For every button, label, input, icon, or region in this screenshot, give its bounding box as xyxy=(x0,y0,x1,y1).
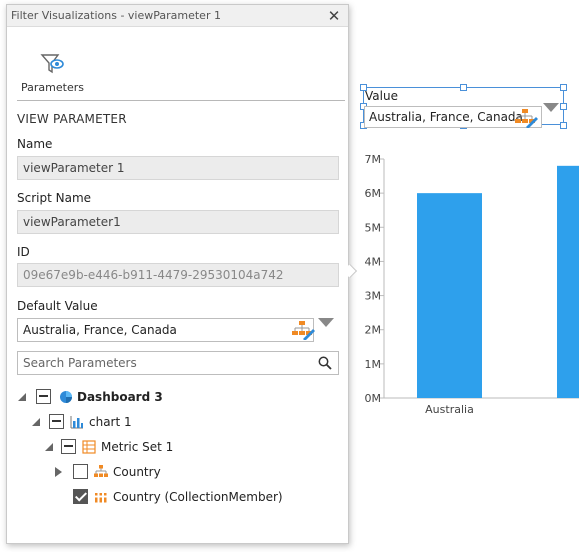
resize-handle[interactable] xyxy=(560,122,567,129)
member-tree-icon[interactable] xyxy=(291,320,315,340)
dialog-title-bar: Filter Visualizations - viewParameter 1 … xyxy=(7,5,348,27)
expand-icon[interactable] xyxy=(32,418,40,426)
parameters-button[interactable]: Parameters xyxy=(21,53,84,94)
id-label: ID xyxy=(17,245,30,259)
metric-set-icon xyxy=(82,440,96,454)
parameters-label: Parameters xyxy=(21,81,84,94)
expand-icon[interactable] xyxy=(18,393,26,401)
resize-handle[interactable] xyxy=(560,103,567,110)
resize-handle[interactable] xyxy=(360,84,367,91)
tree-node-dashboard[interactable]: Dashboard 3 xyxy=(7,387,337,407)
search-icon[interactable] xyxy=(318,356,332,370)
id-field: 09e67e9b-e446-b911-4479-29530104a742 xyxy=(17,263,339,287)
name-field[interactable]: viewParameter 1 xyxy=(17,156,339,180)
search-parameters xyxy=(17,351,339,375)
expand-icon[interactable] xyxy=(45,443,53,451)
tree-node-country[interactable]: Country xyxy=(7,462,337,482)
tree-label: Country (CollectionMember) xyxy=(113,490,283,504)
bar-chart: 0M1M2M3M4M5M6M7MAustraliaCan xyxy=(356,150,579,420)
y-tick-label: 3M xyxy=(365,290,382,303)
bar-chart-icon xyxy=(70,416,83,429)
divider xyxy=(17,100,345,101)
tree-label: Country xyxy=(113,465,161,479)
y-tick-label: 1M xyxy=(365,358,382,371)
dashboard-icon xyxy=(60,391,72,403)
section-title: VIEW PARAMETER xyxy=(17,112,127,126)
tree-node-country-collection[interactable]: Country (CollectionMember) xyxy=(7,487,337,507)
filter-visualizations-dialog: Filter Visualizations - viewParameter 1 … xyxy=(6,4,349,544)
checkbox-dashboard[interactable] xyxy=(36,389,51,404)
member-tree-icon[interactable] xyxy=(514,108,538,128)
chevron-down-icon[interactable] xyxy=(543,103,559,112)
tree-label: chart 1 xyxy=(89,415,132,429)
bar xyxy=(417,193,482,398)
resize-handle[interactable] xyxy=(560,84,567,91)
chart-svg: 0M1M2M3M4M5M6M7MAustraliaCan xyxy=(365,153,579,416)
resize-handle[interactable] xyxy=(460,84,467,91)
x-tick-label: Australia xyxy=(425,403,474,416)
default-value-field[interactable]: Australia, France, Canada xyxy=(17,318,314,342)
default-value-label: Default Value xyxy=(17,299,98,313)
y-tick-label: 2M xyxy=(365,324,382,337)
checkbox-metric-set[interactable] xyxy=(61,439,76,454)
bar xyxy=(557,165,579,398)
filter-eye-icon xyxy=(40,54,64,74)
tree-node-chart[interactable]: chart 1 xyxy=(7,412,337,432)
y-tick-label: 4M xyxy=(365,255,382,268)
y-tick-label: 5M xyxy=(365,221,382,234)
name-label: Name xyxy=(17,137,53,151)
close-icon[interactable]: ✕ xyxy=(327,7,341,25)
chevron-down-icon[interactable] xyxy=(318,318,334,327)
hierarchy-icon xyxy=(94,465,108,477)
tree-node-metric-set[interactable]: Metric Set 1 xyxy=(7,437,337,457)
value-label: Value xyxy=(365,89,398,103)
value-field[interactable]: Australia, France, Canada xyxy=(364,106,542,128)
collapse-icon[interactable] xyxy=(55,467,62,477)
search-input[interactable] xyxy=(18,352,308,374)
dialog-title: Filter Visualizations - viewParameter 1 xyxy=(11,9,221,22)
checkbox-country-collection[interactable] xyxy=(73,489,88,504)
checkbox-chart[interactable] xyxy=(49,414,64,429)
y-tick-label: 0M xyxy=(365,392,382,405)
collection-icon xyxy=(95,493,107,503)
script-name-field[interactable]: viewParameter1 xyxy=(17,210,339,234)
y-tick-label: 7M xyxy=(365,153,382,166)
checkbox-country[interactable] xyxy=(73,464,88,479)
tree-label: Dashboard 3 xyxy=(77,390,163,404)
script-name-label: Script Name xyxy=(17,191,92,205)
tree-label: Metric Set 1 xyxy=(101,440,174,454)
y-tick-label: 6M xyxy=(365,187,382,200)
